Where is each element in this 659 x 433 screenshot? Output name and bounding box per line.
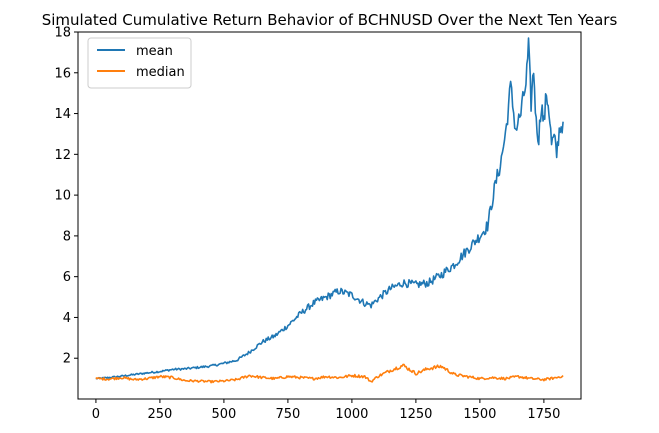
y-tick-label: 6: [63, 270, 71, 285]
series-line-median: [95, 363, 564, 384]
y-tick-label: 16: [54, 66, 71, 81]
y-axis: 2 4 6 8 10 12 14 16 18: [54, 26, 78, 367]
y-tick-label: 14: [54, 107, 71, 122]
x-tick-label: 1500: [463, 407, 496, 422]
plot-frame: [77, 31, 582, 400]
x-tick-label: 500: [211, 407, 236, 422]
legend-label-mean: mean: [136, 44, 173, 59]
y-tick-label: 18: [54, 26, 71, 41]
y-tick-label: 8: [63, 229, 71, 244]
y-tick-label: 12: [54, 148, 71, 163]
legend: mean median: [87, 37, 192, 89]
x-tick-label: 750: [275, 407, 300, 422]
chart-title: Simulated Cumulative Return Behavior of …: [42, 11, 618, 29]
x-tick-label: 1000: [335, 407, 368, 422]
y-tick-label: 2: [63, 352, 71, 367]
x-axis: 0 250 500 750 1000 1250 1500 1750: [92, 399, 560, 422]
x-tick-label: 1750: [527, 407, 560, 422]
y-tick-label: 4: [63, 311, 71, 326]
x-tick-label: 250: [147, 407, 172, 422]
x-tick-label: 1250: [399, 407, 432, 422]
legend-label-median: median: [136, 65, 185, 80]
y-tick-label: 10: [54, 189, 71, 204]
x-tick-label: 0: [92, 407, 100, 422]
series-line-mean: [95, 37, 564, 380]
